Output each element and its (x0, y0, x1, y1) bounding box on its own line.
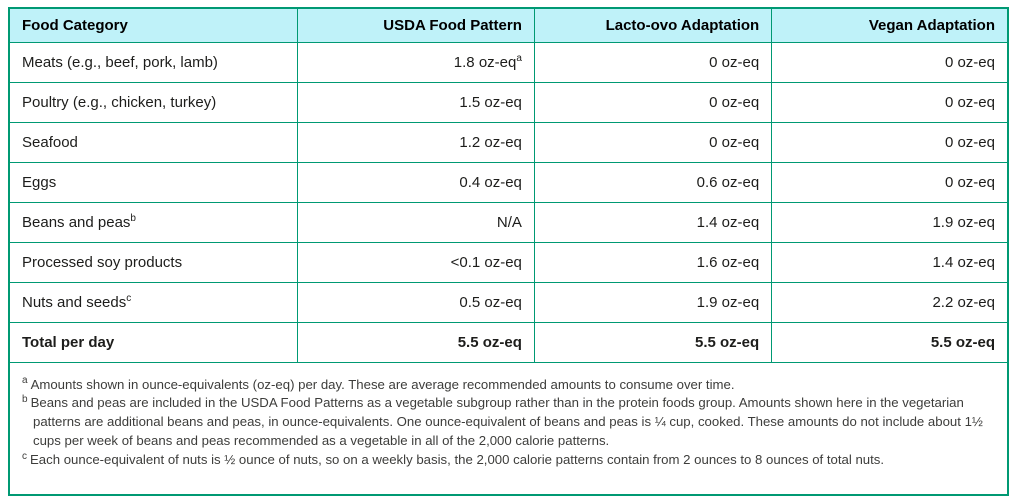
lacto-ovo-value-cell: 0 oz-eq (533, 121, 773, 163)
table-row: Seafood 1.2 oz-eq 0 oz-eq 0 oz-eq (10, 121, 1007, 163)
vegan-value-cell: 1.4 oz-eq (771, 241, 1007, 283)
usda-value-cell: 5.5 oz-eq (296, 321, 535, 363)
lacto-ovo-value-cell: 1.9 oz-eq (533, 281, 773, 323)
table-row: Total per day 5.5 oz-eq 5.5 oz-eq 5.5 oz-eq (10, 321, 1007, 363)
category-cell: Eggs (10, 161, 298, 203)
vegan-value-cell: 2.2 oz-eq (771, 281, 1007, 323)
footnote-marker-a: a (516, 52, 522, 64)
footnote-marker-a: a (22, 375, 28, 387)
usda-value-cell: 1.8 oz-eqa (296, 41, 535, 83)
food-pattern-table: Food Category USDA Food Pattern Lacto-ov… (10, 9, 1007, 363)
category-cell: Processed soy products (10, 241, 298, 283)
usda-value-cell: 0.4 oz-eq (296, 161, 535, 203)
usda-value-cell: N/A (296, 201, 535, 243)
footnote-a: a Amounts shown in ounce-equivalents (oz-… (22, 375, 735, 392)
column-header-usda-food-pattern: USDA Food Pattern (296, 9, 535, 43)
column-header-vegan-adaptation: Vegan Adaptation (771, 9, 1007, 43)
table-row: Nuts and seedsc 0.5 oz-eq 1.9 oz-eq 2.2 oz-… (10, 281, 1007, 323)
lacto-ovo-value-cell: 0.6 oz-eq (533, 161, 773, 203)
column-header-food-category: Food Category (10, 9, 298, 43)
vegan-value-cell: 0 oz-eq (771, 121, 1007, 163)
footnotes-section: a Amounts shown in ounce-equivalents (oz-… (10, 363, 1007, 478)
table-header: Food Category USDA Food Pattern Lacto-ov… (10, 9, 1007, 43)
table-row: Eggs 0.4 oz-eq 0.6 oz-eq 0 oz-eq (10, 161, 1007, 203)
usda-value-cell: 1.2 oz-eq (296, 121, 535, 163)
vegan-value-cell: 0 oz-eq (771, 161, 1007, 203)
usda-value-cell: <0.1 oz-eq (296, 241, 535, 283)
category-cell: Total per day (10, 321, 298, 363)
category-cell: Seafood (10, 121, 298, 163)
vegan-value-cell: 0 oz-eq (771, 81, 1007, 123)
category-cell: Meats (e.g., beef, pork, lamb) (10, 41, 298, 83)
table-row: Poultry (e.g., chicken, turkey) 1.5 oz-eq… (10, 81, 1007, 123)
vegan-value-cell: 5.5 oz-eq (771, 321, 1007, 363)
footnote-marker-c: c (126, 292, 132, 304)
lacto-ovo-value-cell: 0 oz-eq (533, 41, 773, 83)
lacto-ovo-value-cell: 5.5 oz-eq (533, 321, 773, 363)
footnote-marker-c: c (22, 450, 27, 462)
header-row: Food Category USDA Food Pattern Lacto-ov… (10, 9, 1007, 43)
table-body: Meats (e.g., beef, pork, lamb) 1.8 oz-eqa… (10, 41, 1007, 363)
footnote-b: b Beans and peas are included in the USDA… (22, 393, 983, 449)
usda-value-cell: 0.5 oz-eq (296, 281, 535, 323)
lacto-ovo-value-cell: 0 oz-eq (533, 81, 773, 123)
table-outer-frame: Food Category USDA Food Pattern Lacto-ov… (8, 7, 1009, 496)
table-row: Beans and peasb N/A 1.4 oz-eq 1.9 oz-eq (10, 201, 1007, 243)
footnote-c: c Each ounce-equivalent of nuts is ½ ounc… (22, 450, 885, 467)
category-cell: Beans and peasb (10, 201, 298, 243)
category-cell: Poultry (e.g., chicken, turkey) (10, 81, 298, 123)
usda-value-cell: 1.5 oz-eq (296, 81, 535, 123)
vegan-value-cell: 1.9 oz-eq (771, 201, 1007, 243)
lacto-ovo-value-cell: 1.4 oz-eq (533, 201, 773, 243)
footnote-marker-b: b (130, 212, 136, 224)
table-row: Meats (e.g., beef, pork, lamb) 1.8 oz-eqa… (10, 41, 1007, 83)
category-cell: Nuts and seedsc (10, 281, 298, 323)
column-header-lacto-ovo-adaptation: Lacto-ovo Adaptation (533, 9, 773, 43)
footnote-marker-b: b (22, 393, 28, 405)
table-row: Processed soy products <0.1 oz-eq 1.6 oz-e… (10, 241, 1007, 283)
lacto-ovo-value-cell: 1.6 oz-eq (533, 241, 773, 283)
vegan-value-cell: 0 oz-eq (771, 41, 1007, 83)
